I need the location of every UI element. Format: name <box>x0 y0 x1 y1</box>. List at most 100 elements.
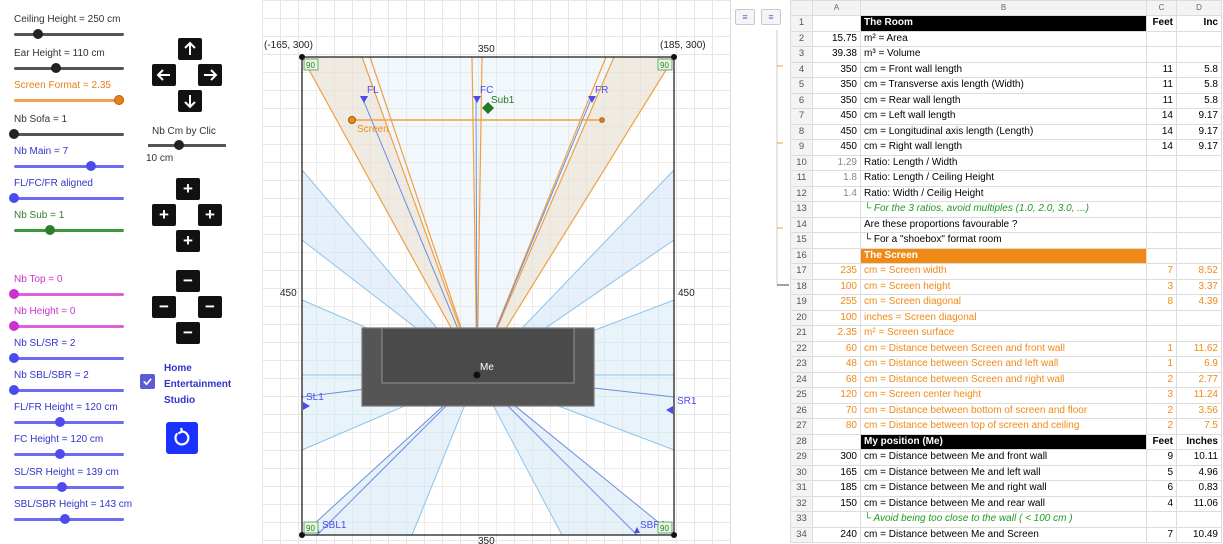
slider-track[interactable] <box>9 353 124 363</box>
slider-track[interactable] <box>14 417 124 427</box>
sr-speaker-marker[interactable] <box>666 406 673 414</box>
slider-slsr-13[interactable]: SL/SR Height = 139 cm <box>14 467 124 492</box>
inches-cell[interactable]: 4.39 <box>1176 294 1222 311</box>
value-cell[interactable]: 120 <box>812 387 861 404</box>
feet-cell[interactable]: 2 <box>1146 402 1177 419</box>
value-cell[interactable] <box>812 232 861 249</box>
slider-knob[interactable] <box>86 161 96 171</box>
label-cell[interactable]: cm = Screen center height <box>860 387 1147 404</box>
label-cell[interactable]: inches = Screen diagonal <box>860 309 1147 326</box>
column-letter[interactable]: A <box>812 0 861 16</box>
feet-cell[interactable] <box>1146 30 1177 47</box>
slider-track[interactable] <box>9 129 124 139</box>
feet-cell[interactable]: 7 <box>1146 526 1177 543</box>
sub-marker[interactable] <box>482 102 494 114</box>
value-cell[interactable]: 150 <box>812 495 861 512</box>
slider-knob[interactable] <box>113 95 124 105</box>
label-cell[interactable]: cm = Screen height <box>860 278 1147 295</box>
row-number[interactable]: 20 <box>790 309 813 326</box>
label-cell[interactable]: cm = Distance between Me and front wall <box>860 449 1147 466</box>
row-number[interactable]: 15 <box>790 232 813 249</box>
label-cell[interactable]: cm = Distance between Screen and left wa… <box>860 356 1147 373</box>
label-cell[interactable]: cm = Distance between Me and right wall <box>860 480 1147 497</box>
label-cell[interactable]: Ratio: Width / Ceilig Height <box>860 185 1147 202</box>
slider-knob[interactable] <box>9 353 19 363</box>
inches-cell[interactable]: 8.52 <box>1176 263 1222 280</box>
row-number[interactable]: 10 <box>790 154 813 171</box>
row-number[interactable]: 16 <box>790 247 813 264</box>
label-cell[interactable]: cm = Screen width <box>860 263 1147 280</box>
value-cell[interactable]: 70 <box>812 402 861 419</box>
feet-cell[interactable]: 11 <box>1146 92 1177 109</box>
value-cell[interactable] <box>812 15 861 32</box>
move-right-button[interactable] <box>198 64 222 86</box>
inches-cell[interactable]: 9.17 <box>1176 123 1222 140</box>
fr-speaker-marker[interactable] <box>588 96 596 103</box>
row-number[interactable]: 30 <box>790 464 813 481</box>
row-number[interactable]: 24 <box>790 371 813 388</box>
slider-sblsbr-14[interactable]: SBL/SBR Height = 143 cm <box>14 499 132 524</box>
inches-cell[interactable]: 11.62 <box>1176 340 1222 357</box>
feet-cell[interactable]: 1 <box>1146 340 1177 357</box>
value-cell[interactable]: 1.8 <box>812 170 861 187</box>
slider-knob[interactable] <box>55 449 66 459</box>
inches-cell[interactable]: 9.17 <box>1176 108 1222 125</box>
value-cell[interactable]: 39.38 <box>812 46 861 63</box>
row-number[interactable]: 18 <box>790 278 813 295</box>
inches-cell[interactable]: 2.77 <box>1176 371 1222 388</box>
feet-cell[interactable] <box>1146 201 1177 218</box>
value-cell[interactable]: 60 <box>812 340 861 357</box>
label-cell[interactable]: └ For the 3 ratios, avoid multiples (1.0… <box>860 201 1147 218</box>
value-cell[interactable]: 300 <box>812 449 861 466</box>
slider-nb-4[interactable]: Nb Main = 7 <box>14 146 124 171</box>
slider-knob[interactable] <box>50 63 61 73</box>
expand-rear-button[interactable]: + <box>176 230 200 252</box>
value-cell[interactable]: 450 <box>812 123 861 140</box>
nb-cm-slider-knob[interactable] <box>174 140 184 150</box>
row-number[interactable]: 25 <box>790 387 813 404</box>
value-cell[interactable]: 100 <box>812 309 861 326</box>
feet-cell[interactable]: 2 <box>1146 418 1177 435</box>
feet-cell[interactable]: 7 <box>1146 263 1177 280</box>
inches-cell[interactable] <box>1176 30 1222 47</box>
slider-ceiling-0[interactable]: Ceiling Height = 250 cm <box>14 14 124 39</box>
row-number[interactable]: 4 <box>790 61 813 78</box>
corner-point-bl[interactable] <box>299 532 305 538</box>
label-cell[interactable]: Are these proportions favourable ? <box>860 216 1147 233</box>
slider-track[interactable] <box>14 225 124 235</box>
feet-cell[interactable] <box>1146 46 1177 63</box>
label-cell[interactable]: m³ = Volume <box>860 46 1147 63</box>
value-cell[interactable]: 350 <box>812 77 861 94</box>
reset-button[interactable] <box>166 422 198 454</box>
expand-left-button[interactable]: + <box>152 204 176 226</box>
inches-cell[interactable]: 11.24 <box>1176 387 1222 404</box>
slider-knob[interactable] <box>9 193 19 203</box>
row-number[interactable]: 7 <box>790 108 813 125</box>
column-letter[interactable]: C <box>1146 0 1177 16</box>
slider-nb-7[interactable]: Nb Top = 0 <box>9 274 124 299</box>
label-cell[interactable]: My position (Me) <box>860 433 1147 450</box>
row-number[interactable]: 19 <box>790 294 813 311</box>
feet-cell[interactable]: 6 <box>1146 480 1177 497</box>
inches-cell[interactable]: 3.37 <box>1176 278 1222 295</box>
inches-cell[interactable] <box>1176 46 1222 63</box>
row-number[interactable]: 27 <box>790 418 813 435</box>
feet-cell[interactable]: 5 <box>1146 464 1177 481</box>
slider-track[interactable] <box>14 449 124 459</box>
inches-cell[interactable]: Inches <box>1176 433 1222 450</box>
row-number[interactable]: 23 <box>790 356 813 373</box>
feet-cell[interactable]: 11 <box>1146 77 1177 94</box>
row-number[interactable]: 13 <box>790 201 813 218</box>
inches-cell[interactable]: 10.49 <box>1176 526 1222 543</box>
slider-nb-3[interactable]: Nb Sofa = 1 <box>9 114 124 139</box>
slider-flfcfr-5[interactable]: FL/FC/FR aligned <box>9 178 124 203</box>
slider-nb-8[interactable]: Nb Height = 0 <box>9 306 124 331</box>
feet-cell[interactable] <box>1146 247 1177 264</box>
label-cell[interactable]: The Room <box>860 15 1147 32</box>
value-cell[interactable]: 15.75 <box>812 30 861 47</box>
label-cell[interactable]: Ratio: Length / Width <box>860 154 1147 171</box>
corner-point-br[interactable] <box>671 532 677 538</box>
row-number[interactable]: 29 <box>790 449 813 466</box>
label-cell[interactable]: cm = Distance between Me and left wall <box>860 464 1147 481</box>
feet-cell[interactable] <box>1146 309 1177 326</box>
